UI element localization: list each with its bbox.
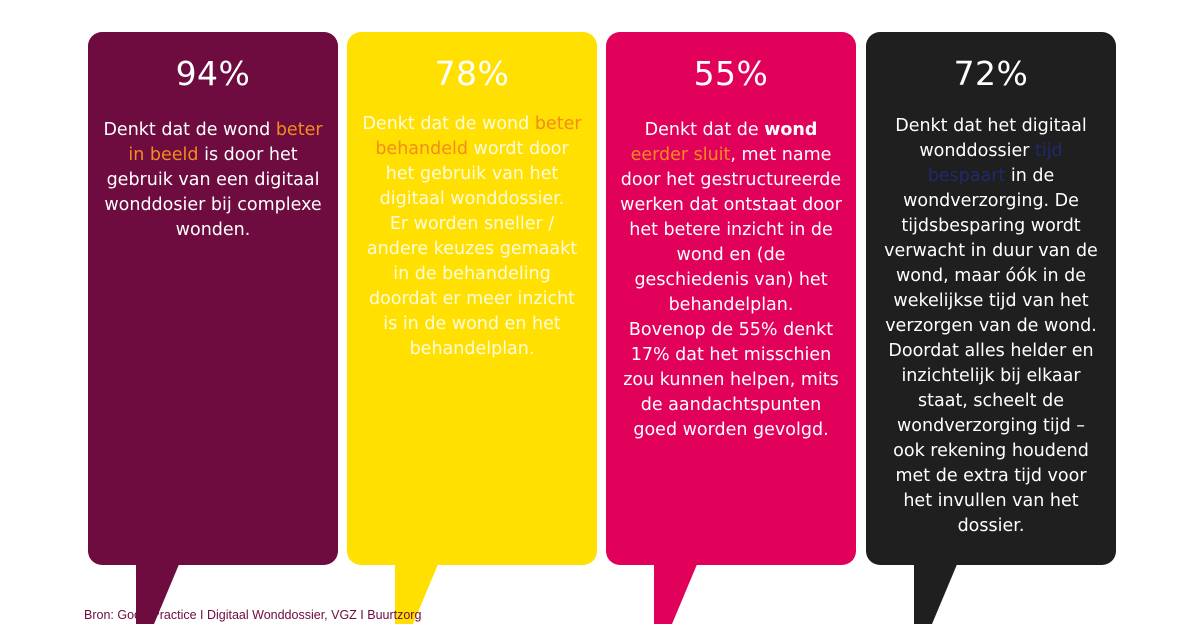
speech-bubble-tail [914, 562, 958, 624]
description: Denkt dat het digitaal wonddossier tijd … [880, 114, 1102, 539]
desc-highlight: tijd bespaart [927, 141, 1063, 186]
stat-card-72: 72% Denkt dat het digitaal wonddossier t… [866, 32, 1116, 624]
desc-text: Denkt dat de [644, 120, 765, 140]
description: Denkt dat de wond beter in beeld is door… [102, 118, 324, 243]
speech-bubble-tail [654, 562, 698, 624]
desc-text: Denkt dat het digitaal wonddossier [895, 116, 1087, 161]
desc-highlight: beter in beeld [128, 120, 323, 165]
percentage: 72% [953, 54, 1029, 93]
description: Denkt dat de wond beter behandeld wordt … [361, 112, 583, 362]
stat-card-94: 94% Denkt dat de wond beter in beeld is … [88, 32, 338, 624]
desc-highlight: eerder sluit [630, 145, 731, 165]
percentage: 94% [175, 54, 251, 93]
desc-extra: Er worden sneller / andere keuzes gemaak… [366, 214, 578, 359]
percentage: 78% [434, 54, 510, 93]
desc-text: Denkt dat de wond [103, 120, 276, 140]
speech-bubble-tail [395, 562, 439, 624]
desc-extra: Bovenop de 55% denkt 17% dat het misschi… [623, 320, 839, 440]
desc-text: in de wondverzorging. De tijdsbesparing … [884, 166, 1098, 536]
stat-card-55: 55% Denkt dat de wond eerder sluit, met … [606, 32, 856, 624]
speech-bubble-tail [136, 562, 180, 624]
desc-text: , met name door het gestructureerde werk… [620, 145, 842, 315]
desc-text: Denkt dat de wond [362, 114, 535, 134]
desc-highlight-bold: wond [764, 120, 818, 140]
percentage: 55% [693, 54, 769, 93]
desc-highlight: beter behandeld [375, 114, 582, 159]
desc-text: is door het gebruik van een digitaal won… [104, 145, 322, 240]
stat-card-78: 78% Denkt dat de wond beter behandeld wo… [347, 32, 597, 624]
description: Denkt dat de wond eerder sluit, met name… [620, 118, 842, 443]
source-credit: Bron: Good Practice I Digitaal Wonddossi… [84, 608, 422, 622]
desc-text: wordt door het gebruik van het digitaal … [379, 139, 569, 209]
